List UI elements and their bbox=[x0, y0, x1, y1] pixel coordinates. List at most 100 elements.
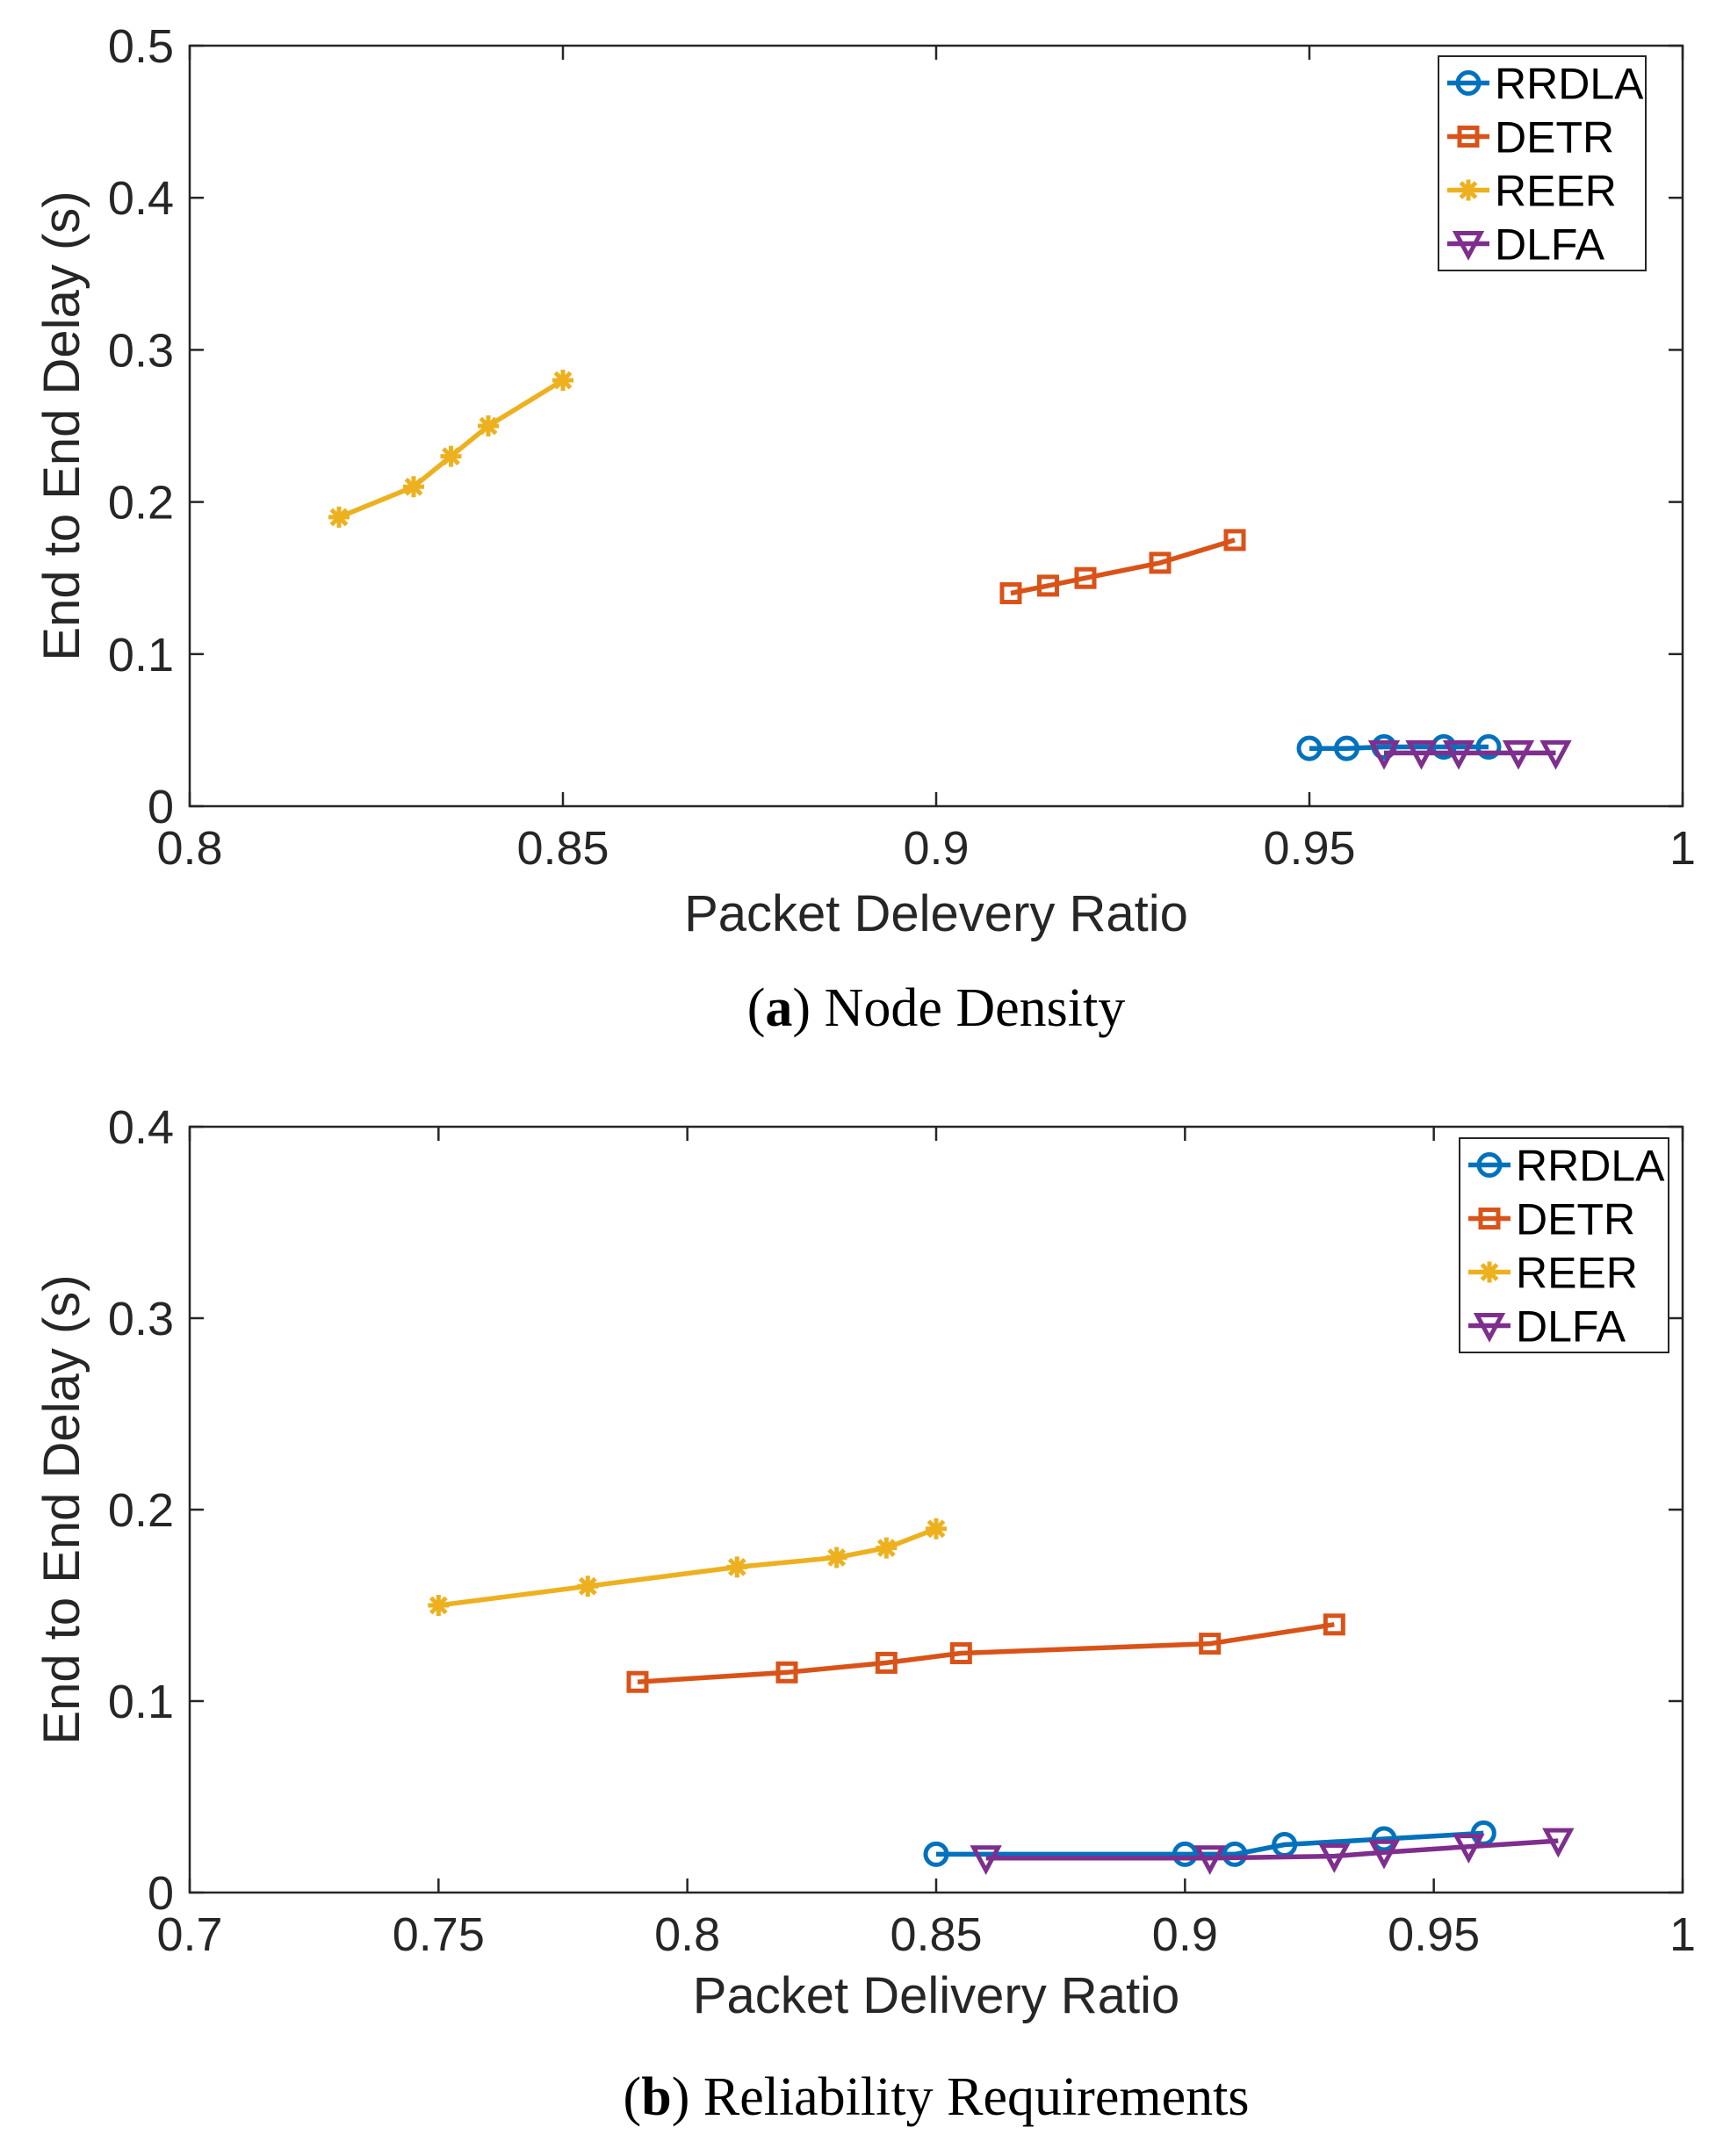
series-dlfa-b bbox=[970, 1828, 1575, 1876]
y-tick-label-a: 0.1 bbox=[108, 629, 174, 681]
x-axis-label-b: Packet Delivery Ratio bbox=[693, 1967, 1179, 2024]
legend-label-detr-b: DETR bbox=[1516, 1195, 1635, 1244]
legend-label-detr-a: DETR bbox=[1495, 113, 1614, 162]
series-reer-a bbox=[328, 370, 573, 528]
data-point-rrdla-a bbox=[1296, 735, 1323, 761]
legend-marker-rrdla-b bbox=[1476, 1152, 1503, 1178]
x-tick-label-b: 0.75 bbox=[393, 1908, 485, 1961]
y-tick-label-b: 0 bbox=[148, 1867, 174, 1920]
data-point-reer-b bbox=[428, 1595, 450, 1616]
data-point-reer-b bbox=[726, 1556, 748, 1578]
y-tick-label-b: 0.4 bbox=[108, 1101, 174, 1154]
series-rrdla-b bbox=[923, 1820, 1496, 1867]
caption-paren-open: ( bbox=[747, 978, 766, 1038]
panel-b-reliability-requirements: 0.7 0.75 0.8 0.85 0.9 0.95 1 0 0.1 0.2 0.3 0.4 Packe… bbox=[33, 1101, 1696, 2127]
data-point-reer-b bbox=[826, 1547, 847, 1568]
data-point-detr-b bbox=[1323, 1613, 1345, 1636]
data-point-dlfa-a bbox=[1539, 739, 1572, 770]
legend-marker-detr-a bbox=[1457, 126, 1480, 148]
data-point-detr-b bbox=[875, 1651, 898, 1674]
data-point-rrdla-b bbox=[1172, 1841, 1198, 1867]
data-point-dlfa-b bbox=[1367, 1839, 1401, 1870]
x-tick-label-a: 0.85 bbox=[516, 822, 609, 875]
data-point-detr-b bbox=[775, 1661, 798, 1684]
data-point-rrdla-a bbox=[1475, 733, 1502, 760]
series-line-rrdla-b bbox=[936, 1830, 1484, 1857]
data-point-reer-b bbox=[926, 1518, 947, 1539]
data-point-reer-a bbox=[328, 506, 350, 528]
caption-paren-close: ) bbox=[672, 2067, 703, 2127]
data-point-detr-b bbox=[949, 1642, 972, 1664]
legend-label-rrdla-a: RRDLA bbox=[1495, 60, 1644, 109]
x-tick-label-a: 0.9 bbox=[903, 822, 969, 875]
data-point-dlfa-b bbox=[1318, 1843, 1351, 1873]
data-point-reer-a bbox=[440, 445, 462, 467]
data-point-detr-a bbox=[1223, 529, 1246, 552]
data-point-dlfa-b bbox=[1542, 1828, 1575, 1858]
legend-label-reer-b: REER bbox=[1516, 1249, 1638, 1298]
data-point-rrdla-a bbox=[1334, 735, 1359, 761]
caption-b: (b) Reliability Requirements bbox=[624, 2067, 1250, 2127]
series-detr-a bbox=[999, 529, 1246, 605]
data-point-dlfa-a bbox=[1502, 739, 1535, 770]
legend-marker-detr-b bbox=[1478, 1208, 1501, 1229]
data-point-detr-b bbox=[1199, 1633, 1222, 1655]
data-point-dlfa-a bbox=[1405, 739, 1438, 770]
series-line-detr-b bbox=[637, 1622, 1335, 1684]
x-tick-label-b: 0.8 bbox=[654, 1908, 720, 1961]
y-tick-label-a: 0.4 bbox=[108, 172, 174, 225]
data-point-detr-a bbox=[1074, 566, 1097, 589]
caption-paren-close: ) bbox=[792, 978, 824, 1038]
data-point-rrdla-b bbox=[1222, 1841, 1248, 1867]
x-tick-label-b: 0.95 bbox=[1388, 1908, 1480, 1961]
x-tick-label-b: 0.85 bbox=[890, 1908, 982, 1961]
legend-marker-rrdla-a bbox=[1455, 70, 1482, 96]
legend-label-dlfa-a: DLFA bbox=[1495, 220, 1605, 270]
x-tick-label-a: 0.8 bbox=[156, 822, 222, 875]
data-point-reer-a bbox=[403, 476, 424, 498]
y-tick-label-b: 0.1 bbox=[108, 1676, 174, 1728]
data-point-reer-b bbox=[577, 1576, 599, 1597]
series-detr-b bbox=[626, 1613, 1345, 1693]
data-point-reer-b bbox=[876, 1537, 898, 1559]
y-tick-label-a: 0 bbox=[148, 781, 174, 833]
legend-label-rrdla-b: RRDLA bbox=[1516, 1142, 1665, 1191]
series-line-dlfa-b bbox=[985, 1838, 1559, 1861]
y-tick-label-a: 0.2 bbox=[108, 477, 174, 530]
data-point-dlfa-b bbox=[1453, 1834, 1485, 1864]
data-point-dlfa-b bbox=[970, 1845, 1002, 1876]
caption-title: Node Density bbox=[825, 978, 1126, 1038]
x-tick-label-a: 1 bbox=[1669, 822, 1696, 875]
series-reer-b bbox=[428, 1518, 947, 1616]
legend-label-dlfa-b: DLFA bbox=[1516, 1302, 1626, 1352]
data-point-reer-a bbox=[478, 415, 499, 436]
legend-marker-reer-b bbox=[1479, 1261, 1500, 1283]
y-tick-label-b: 0.2 bbox=[108, 1484, 174, 1537]
caption-letter: a bbox=[765, 978, 792, 1038]
data-point-rrdla-b bbox=[923, 1841, 949, 1867]
x-tick-label-a: 0.95 bbox=[1263, 822, 1355, 875]
series-dlfa-a bbox=[1367, 739, 1572, 770]
legend-marker-dlfa-a bbox=[1452, 231, 1485, 261]
y-axis-label-a: End to End Delay (s) bbox=[33, 191, 90, 660]
y-axis-label-b: End to End Delay (s) bbox=[33, 1274, 90, 1744]
data-point-dlfa-a bbox=[1442, 739, 1475, 770]
x-tick-label-b: 1 bbox=[1669, 1908, 1696, 1961]
data-point-detr-a bbox=[1037, 574, 1059, 597]
x-axis-label-a: Packet Delevery Ratio bbox=[684, 885, 1188, 942]
y-tick-label-a: 0.3 bbox=[108, 324, 174, 377]
legend-label-reer-a: REER bbox=[1495, 167, 1617, 216]
legend-marker-reer-a bbox=[1458, 179, 1479, 201]
y-tick-label-b: 0.3 bbox=[108, 1293, 174, 1345]
data-point-dlfa-a bbox=[1367, 739, 1401, 770]
data-point-reer-a bbox=[552, 370, 573, 392]
caption-a: (a) Node Density bbox=[747, 978, 1125, 1038]
y-tick-label-a: 0.5 bbox=[108, 20, 174, 73]
data-point-dlfa-b bbox=[1193, 1845, 1226, 1876]
data-point-detr-a bbox=[1149, 552, 1172, 574]
series-line-reer-b bbox=[437, 1526, 937, 1608]
x-tick-label-b: 0.7 bbox=[156, 1908, 222, 1961]
data-point-detr-a bbox=[999, 582, 1022, 605]
